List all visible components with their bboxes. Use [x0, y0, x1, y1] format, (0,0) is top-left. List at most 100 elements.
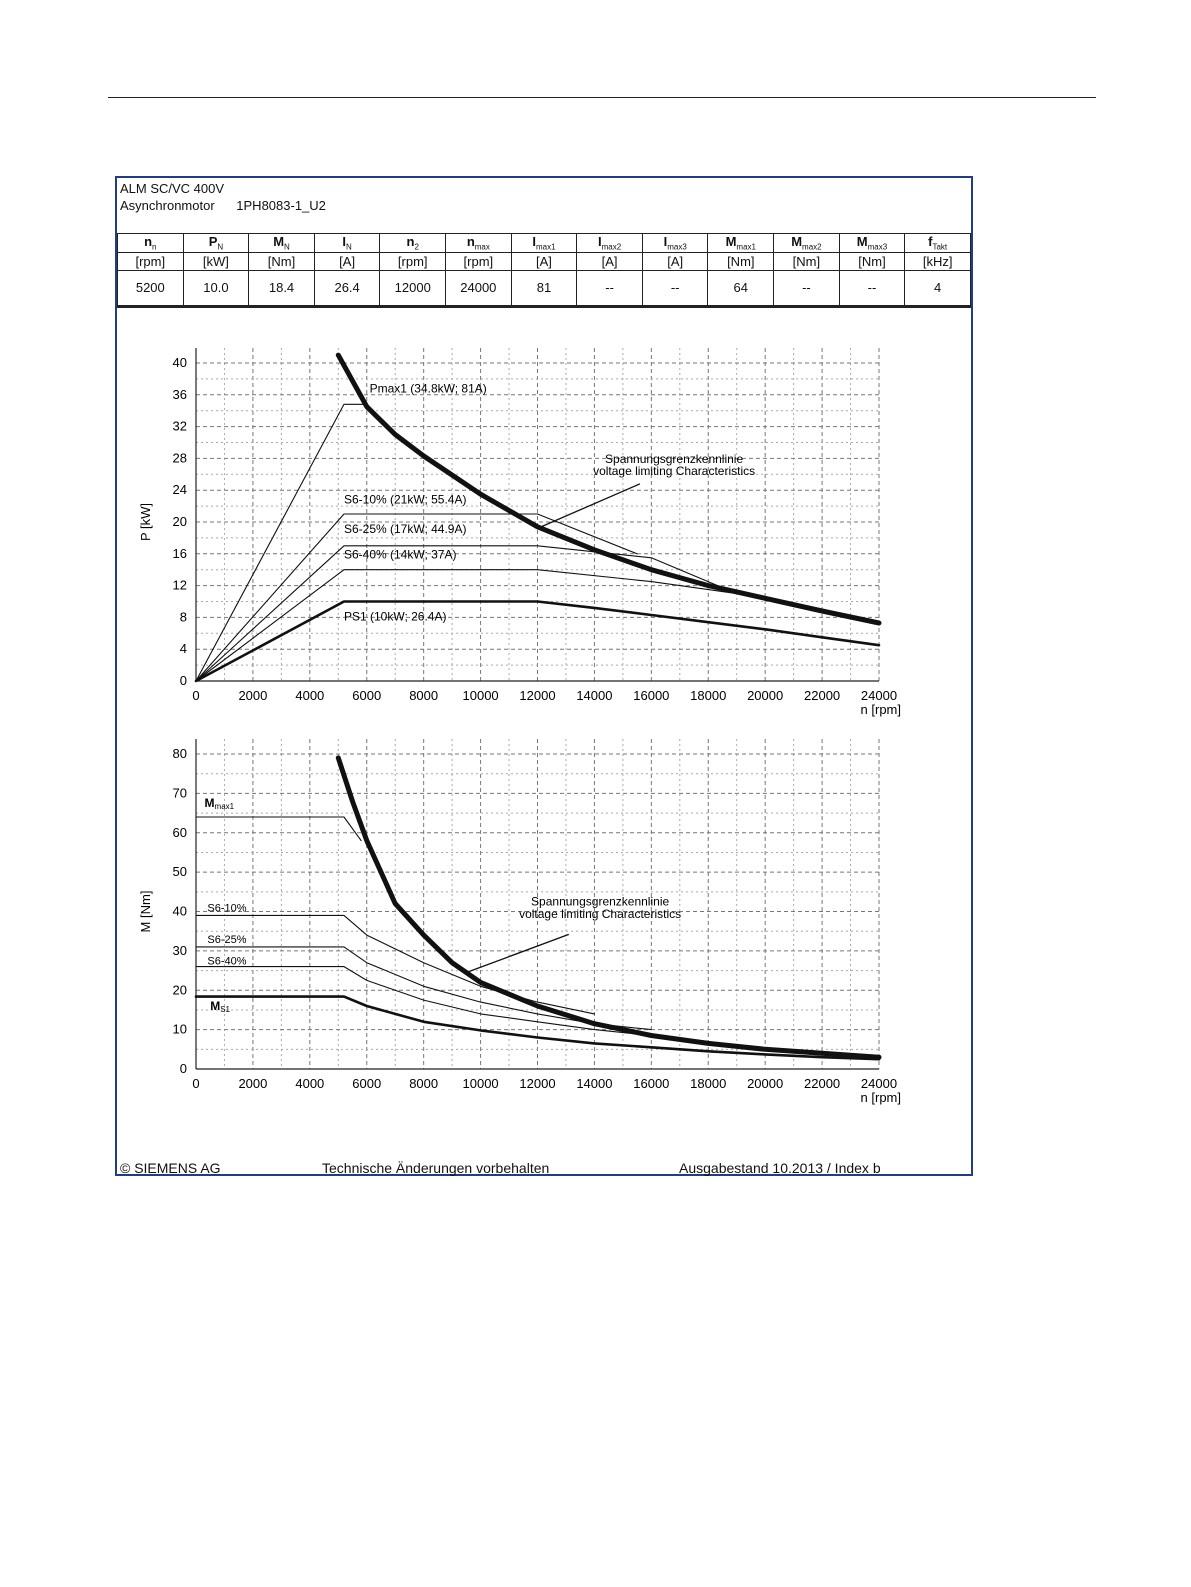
p-chart-series-line-2 [195, 545, 738, 682]
m-annotation-line1: Spannungsgrenzkennlinie [531, 895, 669, 909]
p-label-ps1: PS1 (10kW; 26.4A) [344, 610, 447, 624]
m-chart-y-tick-label: 50 [173, 864, 187, 879]
page-top-rule [108, 97, 1096, 98]
spec-symbol-9: Mmax1 [707, 233, 775, 253]
spec-unit-3: [A] [313, 251, 381, 271]
m-chart-x-tick-label: 6000 [352, 1076, 381, 1091]
p-chart-x-tick-label: 22000 [804, 688, 840, 703]
spec-symbol-letter: I [597, 234, 602, 249]
spec-symbol-8: Imax3 [641, 233, 709, 253]
m-chart-x-tick-label: 2000 [238, 1076, 267, 1091]
spec-symbol-6: Imax1 [510, 233, 578, 253]
p-chart-y-axis-title: P [kW] [138, 503, 153, 541]
spec-unit-5: [rpm] [445, 251, 512, 271]
footer-edition: Ausgabestand 10.2013 / Index b [679, 1160, 881, 1176]
spec-symbol-letter: f [928, 234, 933, 249]
spec-symbol-3: IN [313, 233, 381, 253]
p-chart-y-tick-label: 4 [180, 641, 187, 656]
p-chart-y-tick-label: 32 [173, 419, 187, 434]
p-chart-y-tick-label: 28 [173, 450, 187, 465]
spec-symbol-letter: M [273, 234, 285, 249]
datasheet-frame: ALM SC/VC 400V Asynchronmotor 1PH8083-1_… [115, 176, 973, 1176]
m-label-s6-40: S6-40% [207, 956, 246, 968]
spec-unit-11: [Nm] [838, 251, 906, 271]
p-label-pmax1: Pmax1 (34.8kW; 81A) [370, 381, 487, 395]
spec-symbol-5: nmax [445, 233, 512, 253]
p-chart-x-tick-label: 2000 [238, 688, 267, 703]
p-label-s6-25: S6-25% (17kW; 44.9A) [344, 522, 467, 536]
power-chart: 0 2000 4000 6000 8000 10000 12000 14000 16000 180… [138, 348, 901, 717]
m-chart-series-line-0 [195, 816, 362, 842]
p-chart-series-line-0 [195, 403, 368, 682]
p-chart-x-tick-label: 20000 [747, 688, 783, 703]
p-chart-x-tick-label: 10000 [463, 688, 499, 703]
spec-value-10: -- [773, 269, 840, 306]
m-chart-y-tick-label: 20 [173, 982, 187, 997]
spec-unit-6: [A] [510, 251, 578, 271]
spec-symbol-2: MN [248, 233, 315, 253]
m-chart-x-tick-label: 12000 [519, 1076, 555, 1091]
m-chart-y-tick-label: 40 [173, 904, 187, 919]
spec-symbol-subscript: Takt [932, 242, 948, 252]
spec-symbol-subscript: max2 [601, 242, 622, 252]
spec-value-6: 81 [510, 269, 578, 306]
m-label-ms1: MS1 [210, 999, 230, 1014]
m-chart-y-tick-label: 0 [180, 1061, 187, 1076]
m-chart-series-line-1 [195, 914, 595, 1015]
m-chart-y-axis-title: M [Nm] [138, 891, 153, 933]
spec-symbol-12: fTakt [904, 233, 971, 253]
spec-unit-4: [rpm] [379, 251, 447, 271]
p-label-s6-40: S6-40% (14kW; 37A) [344, 548, 457, 562]
spec-unit-12: [kHz] [904, 251, 971, 271]
m-chart-y-tick-label: 80 [173, 746, 187, 761]
m-annotation-line2: voltage limiting Characteristics [519, 907, 681, 921]
spec-symbol-letter: P [208, 234, 218, 249]
spec-symbol-letter: I [532, 234, 536, 249]
p-chart-y-tick-label: 24 [173, 482, 187, 497]
p-chart-y-tick-label: 16 [173, 546, 187, 561]
spec-symbol-subscript: N [284, 242, 290, 252]
m-chart-x-tick-label: 8000 [409, 1076, 438, 1091]
spec-unit-10: [Nm] [773, 251, 840, 271]
p-chart-y-tick-label: 12 [173, 578, 187, 593]
spec-value-4: 12000 [379, 269, 447, 306]
spec-value-row: 5200 10.0 18.4 26.4 12000 24000 81 -- -- 64 -- -- 4 [117, 269, 971, 306]
spec-value-1: 10.0 [182, 269, 250, 306]
torque-chart: 0 2000 4000 6000 8000 10000 12000 14000 16000 180… [138, 739, 901, 1105]
m-annotation-leader [466, 933, 570, 974]
m-label-ms1-subscript: S1 [220, 1005, 230, 1014]
spec-symbol-subscript: 2 [414, 242, 419, 252]
m-label-mmax1-subscript: max1 [215, 802, 235, 811]
p-chart-x-axis-title: n [rpm] [861, 702, 901, 717]
spec-symbol-7: Imax2 [576, 233, 643, 253]
spec-value-5: 24000 [445, 269, 512, 306]
spec-unit-8: [A] [641, 251, 709, 271]
p-annotation-leader [537, 483, 641, 529]
m-chart-x-tick-label: 24000 [861, 1076, 897, 1091]
spec-symbol-10: Mmax2 [773, 233, 840, 253]
spec-symbol-subscript: n [152, 242, 157, 252]
p-chart-y-tick-label: 8 [180, 609, 187, 624]
spec-value-8: -- [641, 269, 709, 306]
spec-symbol-letter: n [466, 234, 475, 249]
m-chart-series-line-5 [335, 755, 882, 1060]
spec-symbol-1: PN [182, 233, 250, 253]
spec-divider [117, 306, 971, 308]
p-chart-x-tick-label: 4000 [295, 688, 324, 703]
spec-unit-9: [Nm] [707, 251, 775, 271]
p-annotation-line1: Spannungsgrenzkennlinie [605, 452, 743, 466]
spec-unit-7: [A] [576, 251, 643, 271]
spec-symbol-subscript: max [474, 242, 490, 252]
p-chart-x-tick-label: 24000 [861, 688, 897, 703]
spec-symbol-row: nn PN MN IN n2 nmax Imax1 Imax2 Imax3 Mmax1 Mmax2 M… [117, 233, 971, 253]
m-chart-y-tick-label: 30 [173, 943, 187, 958]
m-label-s6-10: S6-10% [207, 903, 246, 915]
spec-value-12: 4 [904, 269, 971, 306]
spec-symbol-4: n2 [379, 233, 447, 253]
m-label-s6-25: S6-25% [207, 934, 246, 946]
spec-symbol-subscript: N [346, 242, 352, 252]
p-chart-x-tick-label: 6000 [352, 688, 381, 703]
p-chart-x-tick-label: 0 [192, 688, 199, 703]
spec-value-11: -- [838, 269, 906, 306]
spec-value-9: 64 [707, 269, 775, 306]
